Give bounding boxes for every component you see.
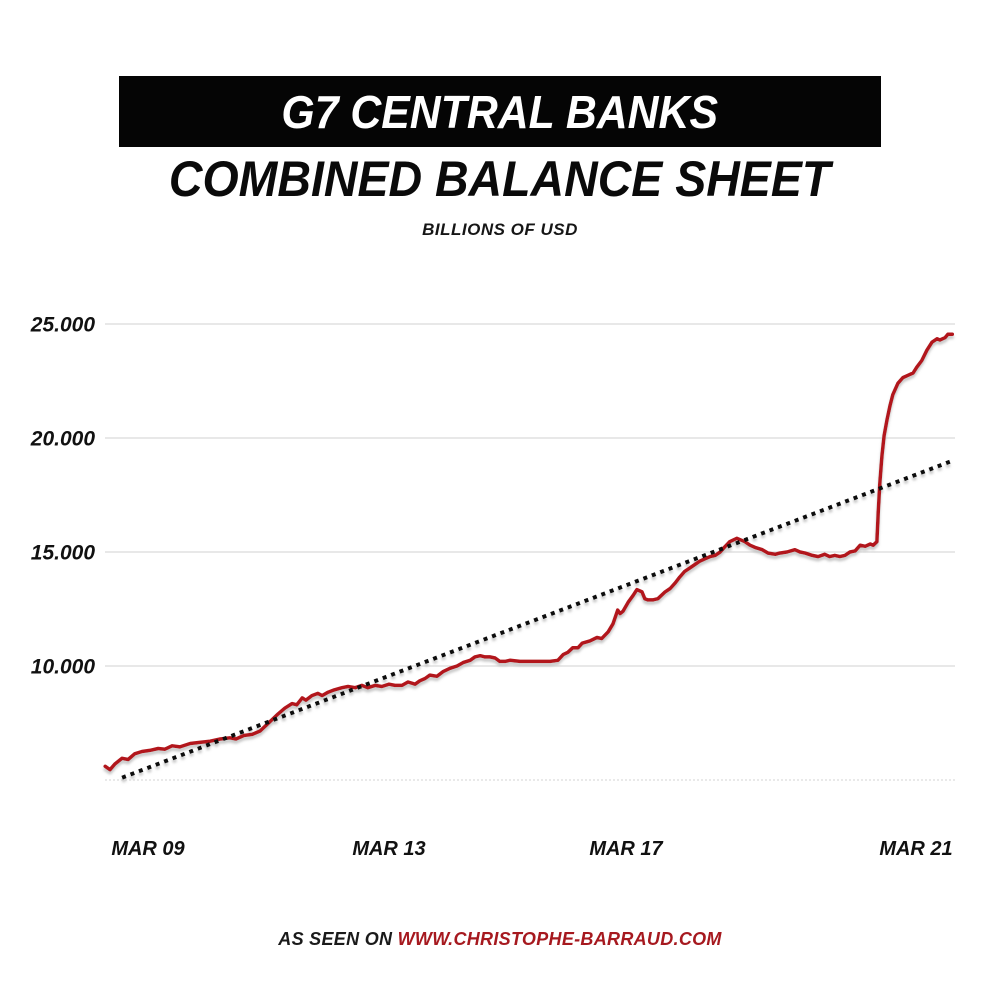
attribution-prefix: AS SEEN ON [278,929,398,949]
page-title: G7 CENTRAL BANKS [281,85,719,138]
balance-sheet-line [103,332,955,772]
y-tick-label: 25.000 [30,314,96,337]
x-tick-label: MAR 09 [111,838,185,860]
y-tick-label: 15.000 [31,542,96,565]
page-subtitle-line: COMBINED BALANCE SHEET [169,151,831,207]
x-tick-label: MAR 17 [589,838,663,860]
units-label: BILLIONS OF USD [422,220,578,239]
trend-line [121,458,954,780]
attribution-link[interactable]: WWW.CHRISTOPHE-BARRAUD.COM [397,929,722,949]
title-banner: G7 CENTRAL BANKS [119,76,881,147]
attribution-footer: AS SEEN ON WWW.CHRISTOPHE-BARRAUD.COM [0,929,1000,950]
y-tick-label: 10.000 [31,656,96,679]
x-tick-label: MAR 13 [352,838,425,860]
y-tick-label: 20.000 [30,428,96,451]
x-tick-label: MAR 21 [879,838,952,860]
